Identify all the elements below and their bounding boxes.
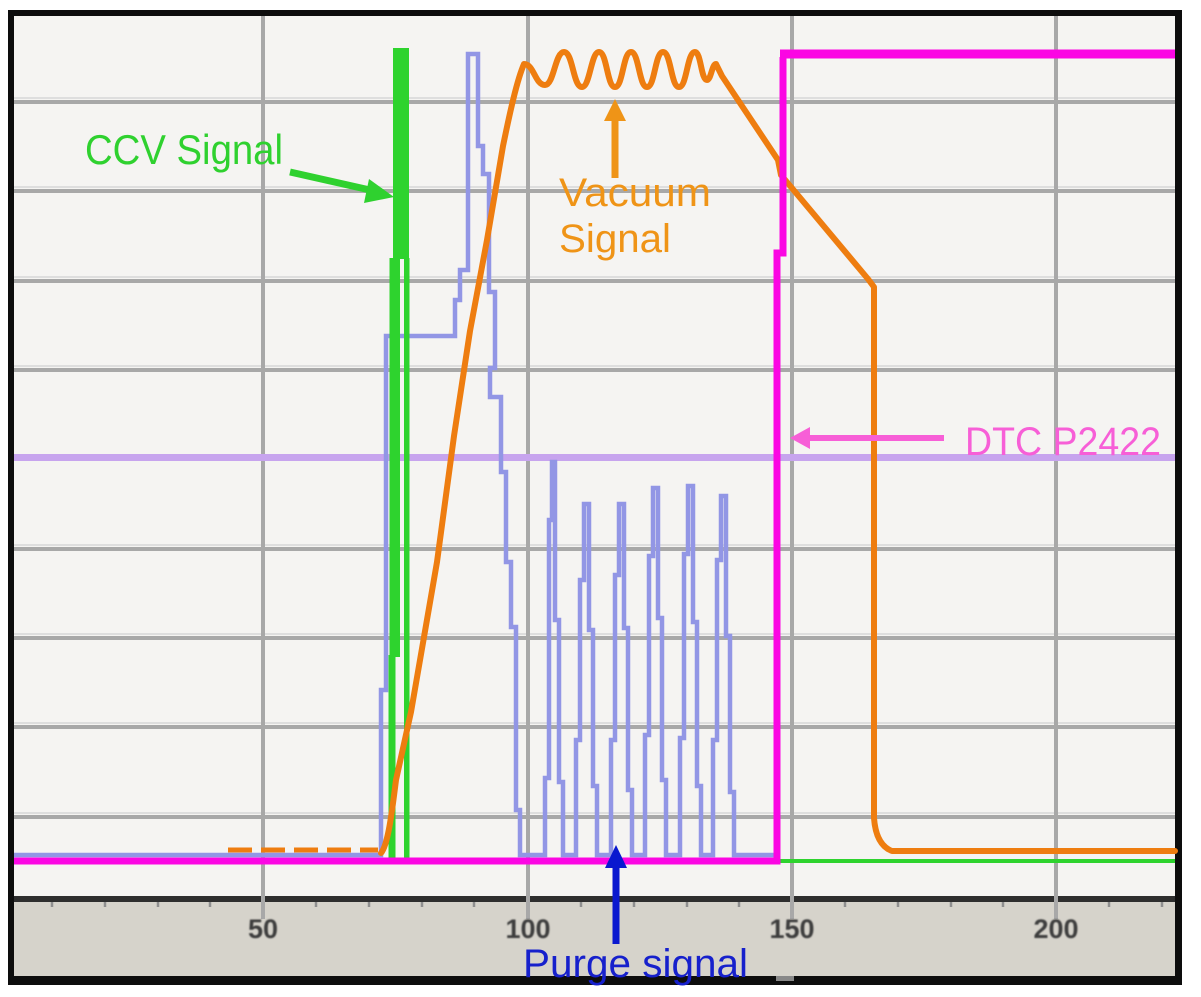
svg-text:DTC P2422: DTC P2422 (965, 420, 1161, 464)
svg-text:CCV Signal: CCV Signal (85, 126, 283, 173)
svg-text:Vacuum: Vacuum (559, 171, 711, 215)
svg-text:150: 150 (769, 914, 814, 944)
svg-text:200: 200 (1033, 914, 1078, 944)
svg-text:100: 100 (505, 914, 550, 944)
svg-text:Purge signal: Purge signal (523, 942, 748, 986)
svg-text:Signal: Signal (559, 217, 671, 261)
svg-text:50: 50 (248, 914, 278, 944)
